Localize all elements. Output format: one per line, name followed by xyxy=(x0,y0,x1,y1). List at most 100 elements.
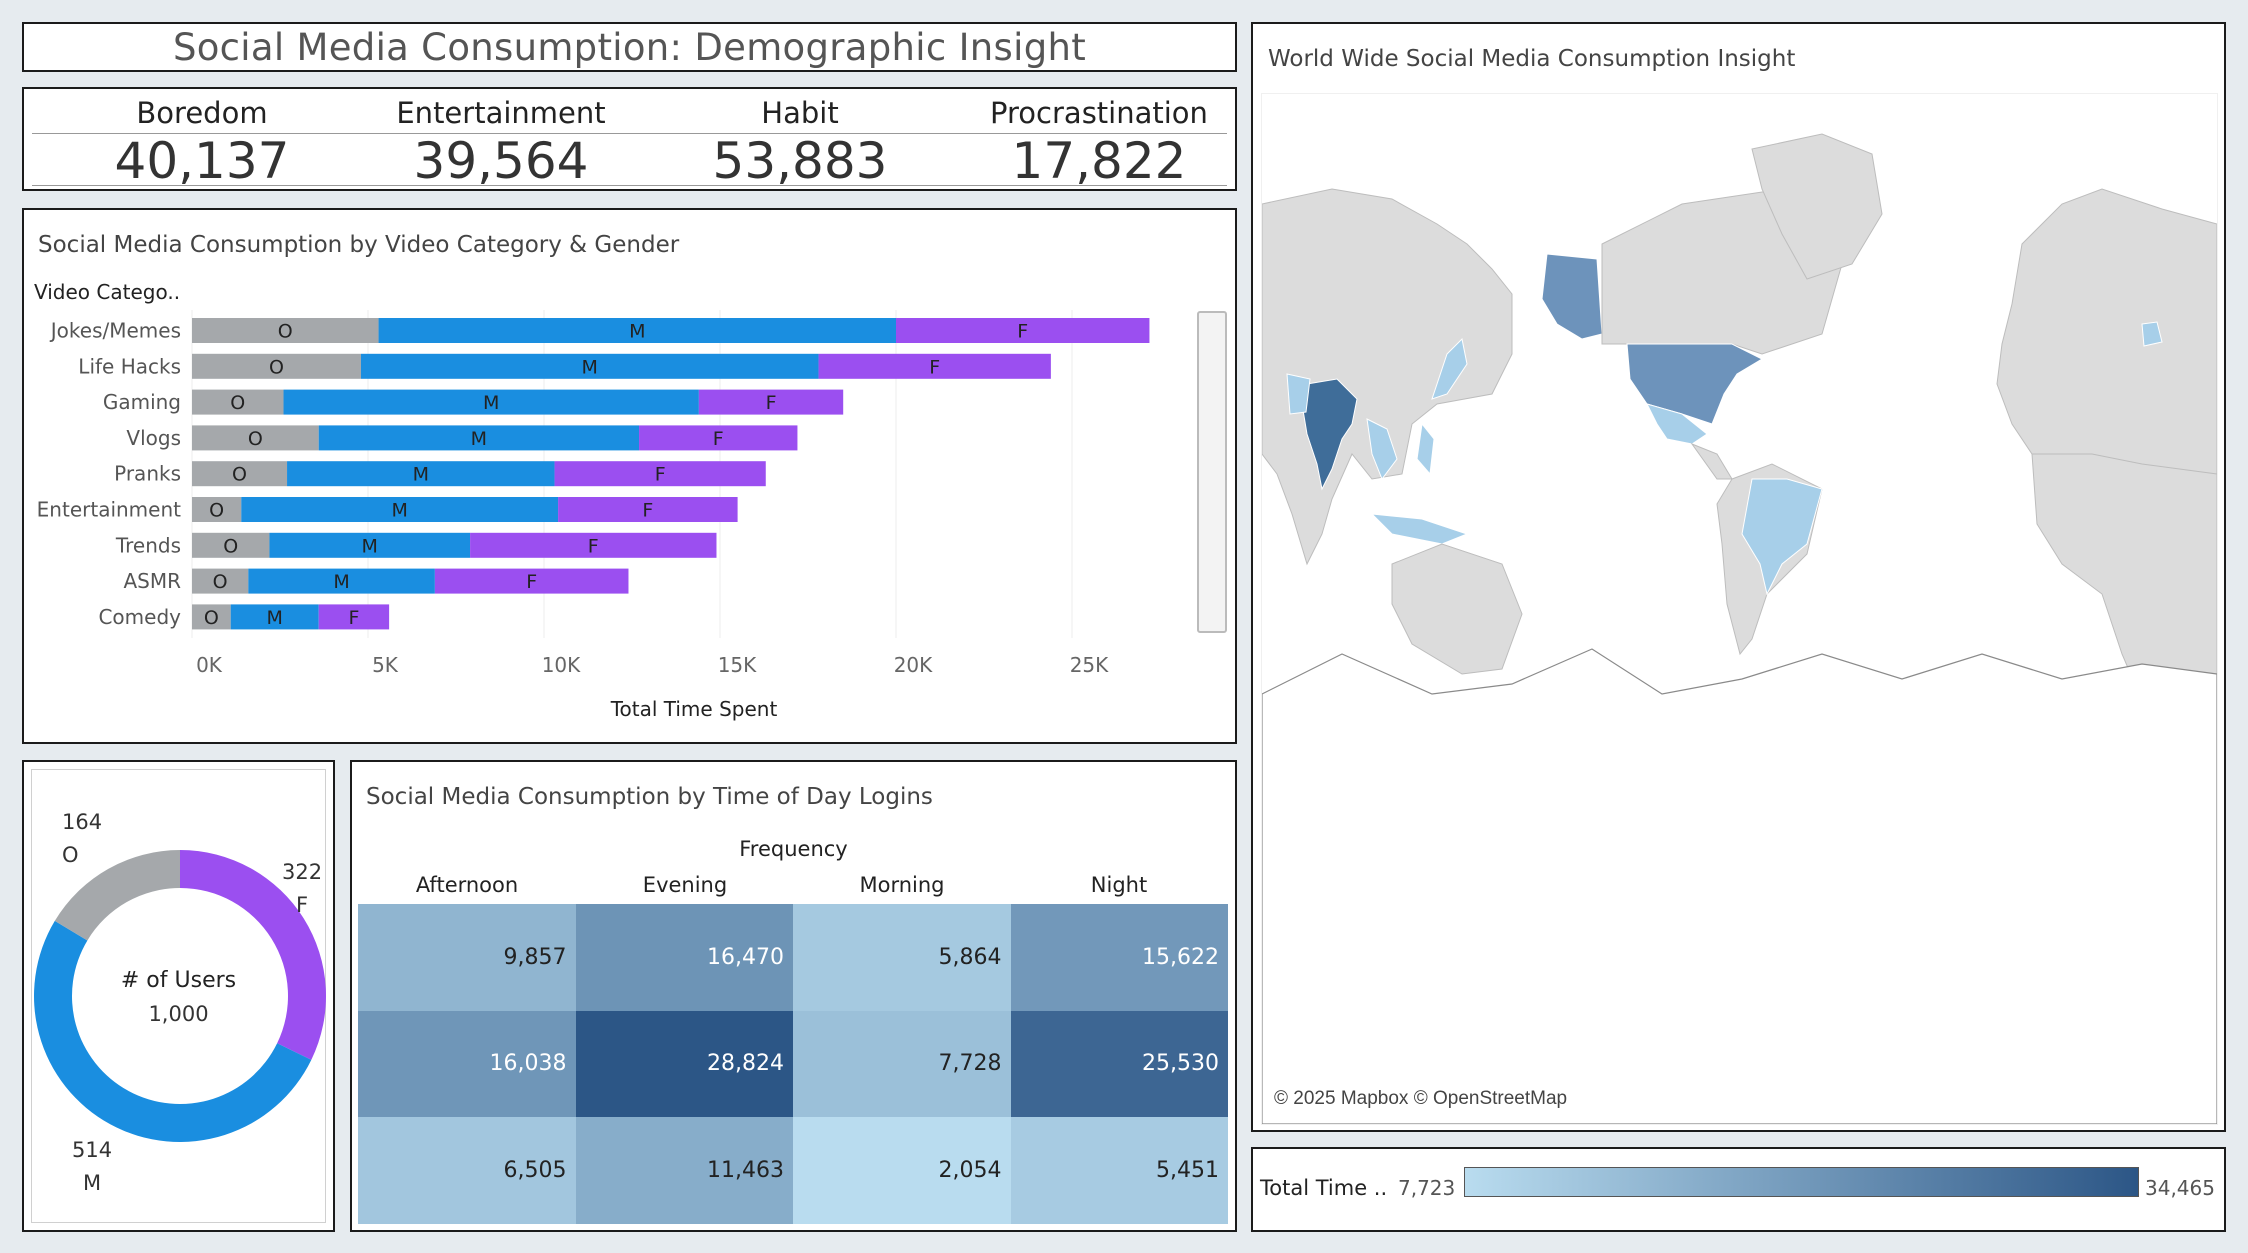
heatmap-panel: Social Media Consumption by Time of Day … xyxy=(350,760,1237,1232)
world-map-canvas xyxy=(1262,133,2217,1124)
heatmap-cell[interactable]: 11,463 xyxy=(575,1117,793,1224)
x-tick-label: 10K xyxy=(542,653,581,677)
heatmap-column-header: Night xyxy=(1090,873,1148,897)
heatmap-cell[interactable]: 28,824 xyxy=(575,1010,793,1118)
bar-segment-label: M xyxy=(471,428,487,450)
bar-segment-o[interactable] xyxy=(192,318,379,343)
legend-gradient-bar xyxy=(1464,1167,2139,1197)
bar-segment-o[interactable] xyxy=(192,568,249,594)
donut-slice-f[interactable] xyxy=(180,850,326,1060)
category-label: Vlogs xyxy=(126,426,181,450)
map-region-australia xyxy=(1391,543,1523,675)
donut-slice-m[interactable] xyxy=(34,920,312,1142)
bar-segment-f[interactable] xyxy=(318,604,390,630)
bar-segment-label: M xyxy=(582,356,598,378)
bar-segment-f[interactable] xyxy=(639,425,798,451)
donut-slice-o[interactable] xyxy=(54,850,180,941)
world-map[interactable]: © 2025 Mapbox © OpenStreetMap xyxy=(1261,93,2218,1125)
bar-segment-label: M xyxy=(333,571,349,593)
heatmap-column-header: Afternoon xyxy=(415,873,519,897)
heatmap-cell[interactable]: 7,728 xyxy=(793,1010,1011,1118)
heatmap-cell[interactable]: 2,054 xyxy=(793,1117,1011,1224)
bar-segment-m[interactable] xyxy=(283,389,699,415)
map-region-central-america xyxy=(1690,442,1733,480)
kpi-value: 53,883 xyxy=(712,132,888,190)
kpi-entertainment[interactable]: Entertainment 39,564 xyxy=(351,89,651,190)
kpi-value: 39,564 xyxy=(413,132,589,190)
kpi-label: Entertainment xyxy=(396,96,606,130)
x-tick-label: 25K xyxy=(1070,653,1109,677)
heatmap-header: Frequency xyxy=(739,837,848,861)
bar-segment-m[interactable] xyxy=(269,532,471,558)
map-title: World Wide Social Media Consumption Insi… xyxy=(1268,46,1796,72)
heatmap-cell[interactable]: 6,505 xyxy=(358,1117,576,1224)
heatmap-cell[interactable]: 15,622 xyxy=(1010,904,1228,1011)
category-label: Entertainment xyxy=(37,498,181,522)
heatmap-cell[interactable]: 9,857 xyxy=(358,904,576,1011)
bar-chart-panel: Social Media Consumption by Video Catego… xyxy=(22,208,1237,744)
legend-max: 34,465 xyxy=(2145,1176,2215,1200)
bar-segment-label: F xyxy=(526,571,537,593)
donut-label-male: 514 M xyxy=(72,1134,112,1200)
heatmap-column-header: Morning xyxy=(859,873,945,897)
map-region-brazil xyxy=(1741,478,1823,596)
map-region-greenland xyxy=(1751,133,1883,280)
heatmap-cell[interactable]: 16,038 xyxy=(358,1010,576,1118)
legend-min: 7,723 xyxy=(1398,1176,1456,1200)
kpi-divider xyxy=(32,133,1227,134)
bar-segment-label: F xyxy=(929,356,940,378)
heatmap-cell[interactable]: 5,864 xyxy=(793,904,1011,1011)
bar-segment-label: O xyxy=(209,500,224,522)
bar-segment-f[interactable] xyxy=(470,532,717,558)
bar-segment-f[interactable] xyxy=(896,318,1150,343)
bar-segment-label: F xyxy=(713,428,724,450)
bar-segment-label: O xyxy=(223,535,238,557)
bar-segment-m[interactable] xyxy=(248,568,435,594)
kpi-boredom[interactable]: Boredom 40,137 xyxy=(52,89,352,187)
x-tick-label: 15K xyxy=(718,653,757,677)
bar-segment-f[interactable] xyxy=(558,497,738,522)
bar-segment-f[interactable] xyxy=(698,389,844,415)
category-label: Life Hacks xyxy=(78,354,181,378)
bar-segment-f[interactable] xyxy=(818,353,1051,379)
bar-segment-label: F xyxy=(642,500,653,522)
bar-segment-f[interactable] xyxy=(434,568,629,594)
bar-segment-m[interactable] xyxy=(230,604,319,630)
map-attribution[interactable]: © 2025 Mapbox © OpenStreetMap xyxy=(1268,1086,1574,1112)
bar-segment-o[interactable] xyxy=(192,497,242,522)
bar-segment-o[interactable] xyxy=(192,532,270,558)
bar-segment-m[interactable] xyxy=(360,353,819,379)
bar-segment-label: M xyxy=(362,535,378,557)
bar-segment-m[interactable] xyxy=(318,425,640,451)
bar-chart-scrollbar[interactable] xyxy=(1197,311,1227,633)
bar-segment-m[interactable] xyxy=(241,497,559,522)
category-label: ASMR xyxy=(123,569,181,593)
kpi-habit[interactable]: Habit 53,883 xyxy=(650,89,950,190)
heatmap-column-header: Evening xyxy=(642,873,728,897)
kpi-label: Procrastination xyxy=(990,96,1208,130)
bar-segment-label: F xyxy=(348,607,359,629)
category-label: Pranks xyxy=(114,462,181,486)
bar-segment-label: F xyxy=(766,392,777,414)
bar-segment-o[interactable] xyxy=(192,353,361,379)
bar-segment-m[interactable] xyxy=(287,461,555,487)
donut-gender: F xyxy=(296,893,309,917)
donut-label-female: 322 F xyxy=(282,856,322,922)
bar-segment-f[interactable] xyxy=(554,461,766,487)
bar-segment-o[interactable] xyxy=(192,425,319,451)
bar-segment-o[interactable] xyxy=(192,389,284,415)
kpi-panel: Boredom 40,137 Entertainment 39,564 Habi… xyxy=(22,87,1237,191)
x-tick-label: 0K xyxy=(196,653,223,677)
bar-segment-m[interactable] xyxy=(378,318,896,343)
heatmap-cell[interactable]: 16,470 xyxy=(575,904,793,1011)
bar-segment-label: M xyxy=(413,464,429,486)
bar-segment-o[interactable] xyxy=(192,461,288,487)
heatmap-cell[interactable]: 25,530 xyxy=(1010,1010,1228,1118)
bar-segment-label: O xyxy=(213,571,228,593)
users-donut-chart xyxy=(34,850,326,1142)
bar-segment-o[interactable] xyxy=(192,604,231,630)
map-region-usa xyxy=(1626,343,1764,425)
map-panel: World Wide Social Media Consumption Insi… xyxy=(1251,22,2226,1132)
kpi-procrastination[interactable]: Procrastination 17,822 xyxy=(949,89,1249,187)
heatmap-cell[interactable]: 5,451 xyxy=(1010,1117,1228,1224)
